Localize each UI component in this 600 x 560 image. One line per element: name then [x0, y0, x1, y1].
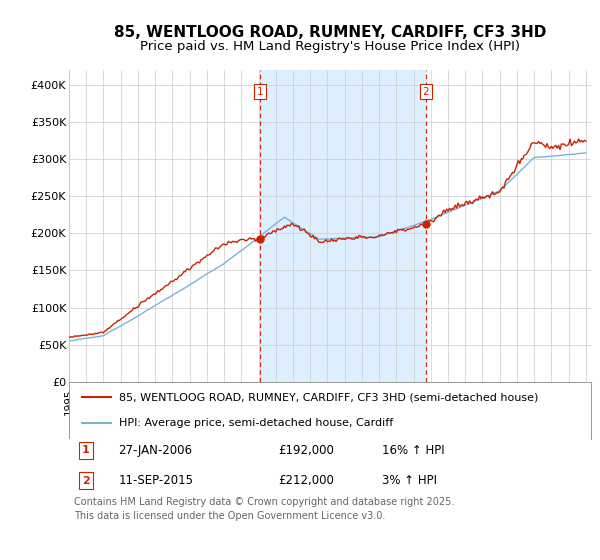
- Text: 1: 1: [82, 445, 90, 455]
- Text: 85, WENTLOOG ROAD, RUMNEY, CARDIFF, CF3 3HD: 85, WENTLOOG ROAD, RUMNEY, CARDIFF, CF3 …: [114, 25, 546, 40]
- Text: 11-SEP-2015: 11-SEP-2015: [119, 474, 194, 487]
- Text: 85, WENTLOOG ROAD, RUMNEY, CARDIFF, CF3 3HD (semi-detached house): 85, WENTLOOG ROAD, RUMNEY, CARDIFF, CF3 …: [119, 392, 538, 402]
- Text: Contains HM Land Registry data © Crown copyright and database right 2025.
This d: Contains HM Land Registry data © Crown c…: [74, 497, 455, 521]
- Text: 2: 2: [82, 475, 90, 486]
- Text: HPI: Average price, semi-detached house, Cardiff: HPI: Average price, semi-detached house,…: [119, 418, 393, 428]
- Bar: [260, 70, 425, 382]
- Text: 1: 1: [257, 87, 263, 97]
- Text: 27-JAN-2006: 27-JAN-2006: [119, 444, 193, 457]
- Text: 3% ↑ HPI: 3% ↑ HPI: [382, 474, 437, 487]
- Text: £192,000: £192,000: [278, 444, 334, 457]
- Text: 16% ↑ HPI: 16% ↑ HPI: [382, 444, 445, 457]
- Text: 2: 2: [422, 87, 429, 97]
- Text: Price paid vs. HM Land Registry's House Price Index (HPI): Price paid vs. HM Land Registry's House …: [140, 40, 520, 53]
- Text: £212,000: £212,000: [278, 474, 334, 487]
